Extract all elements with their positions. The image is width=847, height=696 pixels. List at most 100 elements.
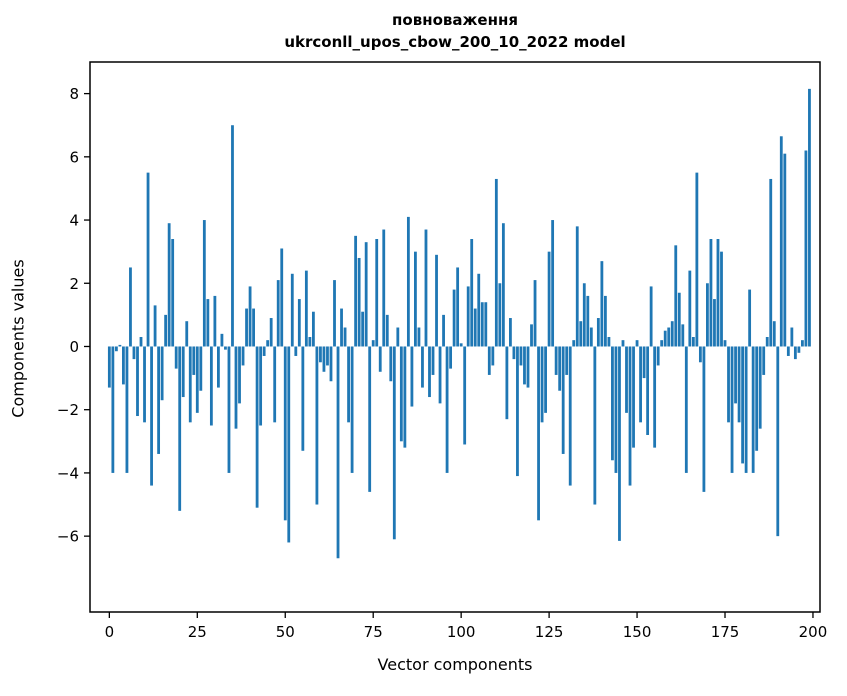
bar-component-101 (463, 346, 467, 445)
bar-component-15 (160, 346, 164, 401)
bar-component-20 (178, 346, 182, 511)
bar-component-196 (797, 346, 801, 353)
bar-component-44 (262, 346, 266, 356)
bar-component-103 (470, 239, 474, 347)
bar-component-147 (625, 346, 628, 413)
chart-title: повноваження (392, 11, 518, 29)
bar-component-193 (786, 346, 790, 356)
bar-component-81 (392, 346, 396, 540)
bar-component-49 (280, 248, 284, 347)
bar-component-79 (385, 314, 389, 347)
bar-component-32 (220, 333, 224, 347)
bar-component-173 (716, 239, 720, 347)
bar-component-130 (565, 346, 569, 375)
bar-component-194 (790, 327, 794, 347)
y-tick-label: 2 (69, 275, 79, 293)
bar-component-160 (670, 321, 674, 347)
bar-component-123 (540, 346, 544, 423)
bar-component-50 (283, 346, 287, 521)
bar-component-22 (185, 321, 189, 347)
bar-component-12 (150, 346, 153, 486)
bar-component-186 (762, 346, 766, 375)
bar-component-170 (706, 283, 709, 347)
bar-component-86 (410, 346, 414, 407)
bar-component-119 (526, 346, 530, 388)
bar-component-165 (688, 270, 692, 347)
bar-component-47 (273, 346, 277, 423)
bar-component-149 (632, 346, 635, 448)
bar-component-6 (129, 267, 132, 347)
bar-component-141 (603, 295, 607, 347)
bar-component-154 (649, 286, 653, 347)
bar-component-23 (188, 346, 192, 423)
bar-component-105 (477, 273, 481, 347)
bar-component-99 (456, 267, 460, 347)
bar-component-8 (136, 346, 139, 417)
bar-component-178 (734, 346, 737, 404)
bar-component-190 (776, 346, 780, 537)
bar-component-171 (709, 239, 713, 347)
bar-component-26 (199, 346, 203, 391)
bar-component-67 (343, 327, 347, 347)
bar-component-137 (589, 327, 593, 347)
bar-component-85 (406, 216, 410, 347)
bar-component-10 (143, 346, 146, 423)
bar-component-167 (695, 172, 699, 347)
x-tick-label: 50 (276, 623, 295, 641)
bar-component-18 (171, 239, 175, 347)
bar-component-168 (698, 346, 702, 363)
bar-component-21 (181, 346, 185, 398)
bar-component-107 (484, 302, 488, 347)
bar-component-145 (618, 346, 621, 541)
bar-component-55 (301, 346, 305, 451)
bar-component-128 (558, 346, 562, 391)
y-tick-label: −4 (57, 464, 79, 482)
bar-component-134 (579, 321, 583, 347)
bar-component-35 (231, 125, 234, 347)
bar-component-129 (561, 346, 565, 454)
x-tick-label: 125 (535, 623, 564, 641)
bar-component-163 (681, 324, 685, 347)
bar-component-54 (297, 299, 301, 347)
bar-component-142 (607, 337, 611, 347)
bar-component-177 (730, 346, 734, 473)
bar-component-27 (202, 220, 206, 347)
x-tick-label: 200 (799, 623, 828, 641)
bar-component-183 (751, 346, 755, 473)
bar-component-51 (287, 346, 291, 543)
bar-component-199 (808, 88, 811, 347)
bar-component-139 (596, 318, 600, 347)
bar-component-29 (209, 346, 213, 426)
bar-component-174 (720, 251, 723, 347)
bar-component-43 (259, 346, 263, 426)
bar-component-60 (319, 346, 322, 363)
bar-component-1 (111, 346, 115, 473)
bar-component-126 (551, 220, 555, 347)
bar-component-124 (544, 346, 547, 413)
bar-component-118 (523, 346, 526, 385)
bar-component-97 (449, 346, 453, 369)
bar-component-76 (375, 239, 379, 347)
bar-component-91 (428, 346, 431, 398)
bar-component-122 (537, 346, 540, 521)
bar-component-68 (347, 346, 350, 423)
bar-component-156 (656, 346, 660, 366)
bar-component-198 (804, 150, 808, 347)
x-tick-label: 0 (105, 623, 115, 641)
bar-component-111 (498, 283, 502, 347)
bar-component-64 (333, 280, 336, 347)
bar-component-161 (674, 245, 678, 347)
bar-component-28 (206, 299, 210, 347)
bar-component-159 (667, 327, 671, 347)
bar-component-56 (304, 270, 308, 347)
bar-component-48 (276, 280, 280, 347)
bar-component-104 (473, 308, 477, 347)
bar-component-2 (114, 346, 118, 352)
bar-component-14 (157, 346, 161, 454)
bar-component-75 (371, 340, 375, 347)
bar-component-133 (575, 226, 579, 347)
bar-component-148 (628, 346, 632, 486)
bar-component-189 (772, 321, 776, 347)
bar-component-69 (350, 346, 354, 473)
bar-component-30 (213, 295, 217, 347)
